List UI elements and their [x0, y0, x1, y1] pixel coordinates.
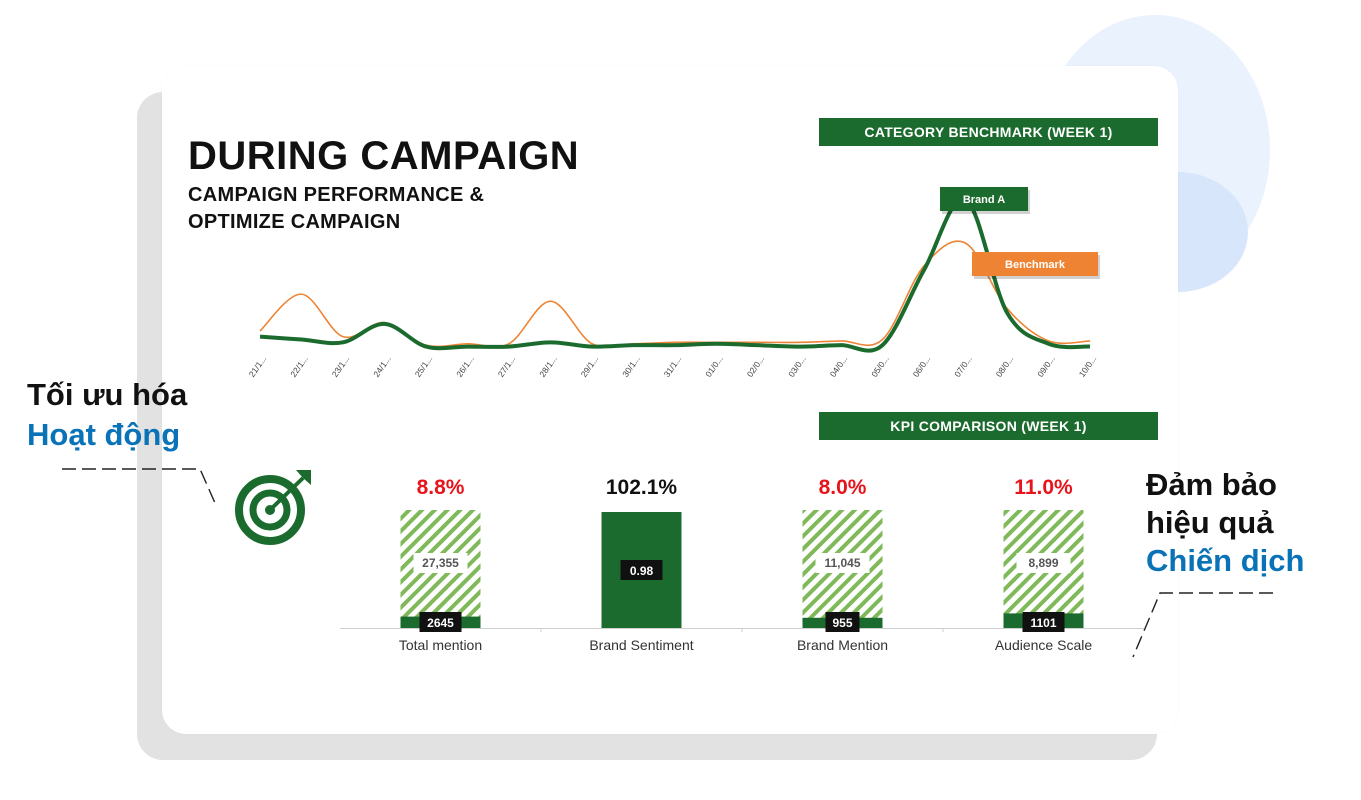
left-connector-line — [62, 468, 216, 504]
value-label: 955 — [832, 616, 852, 630]
page-subtitle: CAMPAIGN PERFORMANCE & OPTIMIZE CAMPAIGN — [188, 182, 608, 236]
total-label-bg — [1016, 553, 1071, 573]
category-label: Audience Scale — [995, 637, 1093, 653]
percent-label: 8.8% — [417, 476, 465, 499]
value-label-bg — [825, 612, 860, 632]
percent-label: 11.0% — [1014, 476, 1073, 499]
right-callout-line2: hiệu quả — [1146, 505, 1274, 540]
page-title: DURING CAMPAIGN — [188, 134, 580, 178]
value-label: 2645 — [427, 616, 454, 630]
left-callout: Tối ưu hóa Hoạt động — [27, 375, 187, 455]
category-label: Brand Sentiment — [589, 637, 693, 653]
value-label-bg — [620, 560, 663, 580]
value-label: 1101 — [1030, 616, 1056, 630]
category-label: Total mention — [399, 637, 482, 653]
right-callout-line3: Chiến dịch — [1146, 543, 1305, 578]
value-label: 0.98 — [630, 564, 654, 578]
percent-label: 102.1% — [606, 476, 678, 499]
series-label-benchmark: Benchmark — [972, 252, 1100, 279]
total-label-bg — [815, 553, 870, 573]
right-callout-line1: Đảm bảo — [1146, 467, 1277, 502]
right-callout: Đảm bảo hiệu quả Chiến dịch — [1146, 466, 1304, 580]
left-callout-line2: Hoạt động — [27, 417, 181, 452]
percent-label: 8.0% — [819, 476, 867, 499]
total-label-bg — [413, 553, 468, 573]
total-value-label: 27,355 — [422, 556, 459, 570]
category-label: Brand Mention — [797, 637, 888, 653]
kpi-chart-title: KPI COMPARISON (WEEK 1) — [819, 412, 1158, 440]
series-label-brand-a: Brand A — [940, 187, 1030, 214]
total-value-label: 11,045 — [824, 556, 860, 570]
svg-text:Benchmark: Benchmark — [1005, 259, 1066, 271]
value-label-bg — [1022, 612, 1065, 632]
subtitle-line-1: CAMPAIGN PERFORMANCE & — [188, 184, 485, 206]
left-callout-line1: Tối ưu hóa — [27, 377, 188, 412]
total-value-label: 8,899 — [1028, 556, 1058, 570]
target-arrow-icon — [235, 470, 311, 545]
right-connector-line — [1132, 592, 1273, 658]
subtitle-line-2: OPTIMIZE CAMPAIGN — [188, 211, 401, 233]
value-label-bg — [419, 612, 462, 632]
svg-text:Brand A: Brand A — [963, 194, 1005, 206]
benchmark-chart-title: CATEGORY BENCHMARK (WEEK 1) — [819, 118, 1158, 146]
